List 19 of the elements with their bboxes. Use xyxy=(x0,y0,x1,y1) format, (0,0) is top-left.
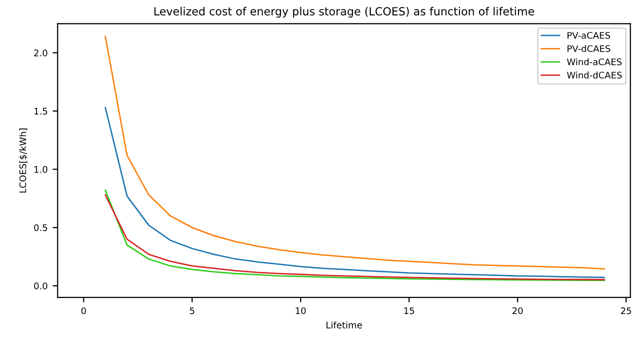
x-tick-label: 10 xyxy=(296,307,306,314)
line-series xyxy=(104,106,606,278)
x-tick-label: 15 xyxy=(404,307,414,314)
legend-label: Wind-dCAES xyxy=(566,72,622,79)
x-tick-label: 5 xyxy=(190,307,194,314)
y-axis-title: LCOES[$/kWh] xyxy=(19,128,28,192)
x-tick-label: 20 xyxy=(512,307,523,314)
x-tick-label: 0 xyxy=(81,307,86,314)
y-tick-label: 2.0 xyxy=(34,50,48,56)
legend-label: Wind-aCAES xyxy=(566,58,622,66)
y-tick-label: 0.0 xyxy=(34,282,48,290)
legend-label: PV-dCAES xyxy=(568,45,610,52)
y-tick-label: 0.5 xyxy=(34,224,48,232)
chart-title: Levelized cost of energy plus storage (LCOES) as function of lifetime xyxy=(154,6,534,18)
x-tick-label: 25 xyxy=(620,307,632,314)
x-axis-title: Lifetime xyxy=(326,321,362,328)
legend-label: PV-aCAES xyxy=(568,32,610,39)
y-tick-label: 1.0 xyxy=(34,166,48,173)
y-tick-label: 1.5 xyxy=(34,108,48,115)
